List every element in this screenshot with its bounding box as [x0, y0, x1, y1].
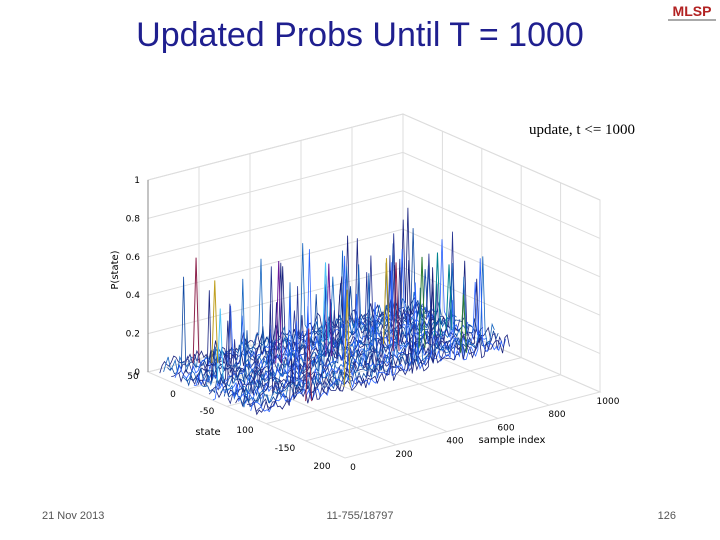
z-tick-label: 0.2 [126, 330, 140, 340]
footer-course: 11-755/18797 [326, 510, 393, 522]
z-tick-label: 0 [134, 368, 140, 378]
state-tick-label: 200 [313, 462, 330, 472]
spike [433, 252, 441, 336]
spike [192, 257, 200, 364]
spike [382, 258, 390, 345]
sample-tick-label: 600 [497, 423, 514, 433]
grid-line [147, 151, 601, 239]
spike [325, 263, 333, 356]
spike [343, 289, 351, 387]
state-tick-label: -150 [275, 444, 296, 454]
grid-line [147, 113, 601, 201]
waterfall-line [167, 228, 423, 375]
grid-line [266, 357, 522, 425]
z-tick-label: 0.8 [126, 214, 141, 224]
waterfall-line [235, 267, 491, 408]
spike [216, 308, 224, 381]
state-tick-label: -50 [200, 407, 215, 417]
z-tick-label: 1 [134, 176, 140, 186]
logo: MLSP [673, 3, 712, 19]
state-tick-label: 100 [236, 426, 253, 436]
waterfall-line [250, 258, 507, 413]
sample-tick-label: 1000 [597, 397, 620, 407]
plot [146, 113, 602, 459]
waterfall-line [254, 305, 510, 416]
state-tick-label: 50 [127, 372, 139, 382]
spike [418, 256, 426, 348]
footer-date: 21 Nov 2013 [42, 510, 104, 522]
sample-axis-label: sample index [479, 435, 546, 446]
waterfall-line [197, 260, 454, 387]
spike [211, 280, 219, 364]
sample-tick-label: 200 [395, 450, 412, 460]
sample-tick-label: 800 [548, 410, 565, 420]
spike [305, 328, 313, 402]
waterfall-line [227, 286, 484, 405]
spike [459, 294, 467, 353]
state-axis-label: state [195, 427, 220, 438]
slide-title: Updated Probs Until T = 1000 [136, 16, 584, 54]
waterfall-line [242, 330, 499, 408]
waterfall-line [205, 262, 461, 394]
spike [322, 262, 330, 342]
sample-tick-label: 0 [350, 463, 356, 473]
footer-page: 126 [658, 510, 676, 522]
figure-title: update, t <= 1000 [529, 122, 635, 138]
z-tick-label: 0.4 [126, 291, 141, 301]
z-axis-label: P(state) [110, 250, 121, 289]
grid-line [147, 190, 601, 278]
spike [275, 260, 283, 364]
sample-tick-label: 400 [446, 437, 463, 447]
z-tick-label: 0.6 [126, 253, 141, 263]
spike [445, 264, 453, 331]
state-tick-label: 0 [170, 390, 176, 400]
grid-line [305, 374, 561, 442]
spike [392, 262, 400, 351]
